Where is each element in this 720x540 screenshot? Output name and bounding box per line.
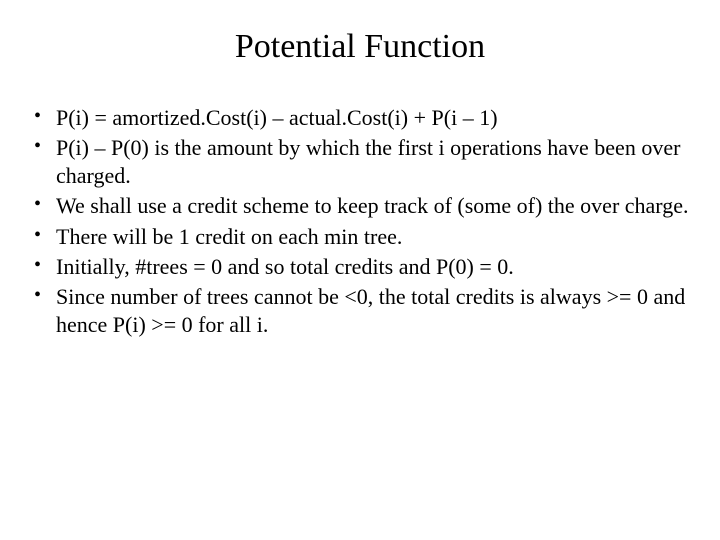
slide-title: Potential Function <box>30 28 690 66</box>
list-item: There will be 1 credit on each min tree. <box>30 223 690 251</box>
list-item: We shall use a credit scheme to keep tra… <box>30 192 690 220</box>
list-item: P(i) – P(0) is the amount by which the f… <box>30 134 690 190</box>
slide-container: Potential Function P(i) = amortized.Cost… <box>0 0 720 540</box>
list-item: P(i) = amortized.Cost(i) – actual.Cost(i… <box>30 104 690 132</box>
bullet-list: P(i) = amortized.Cost(i) – actual.Cost(i… <box>30 104 690 339</box>
list-item: Initially, #trees = 0 and so total credi… <box>30 253 690 281</box>
list-item: Since number of trees cannot be <0, the … <box>30 283 690 339</box>
